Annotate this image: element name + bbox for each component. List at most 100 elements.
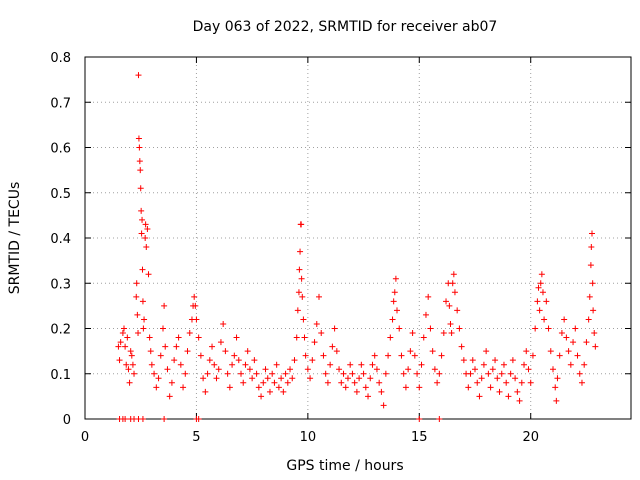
data-point bbox=[282, 370, 289, 377]
data-point bbox=[209, 343, 216, 350]
y-tick-label: 0 bbox=[63, 413, 71, 428]
data-point bbox=[327, 361, 334, 368]
data-point bbox=[244, 348, 251, 355]
data-point bbox=[145, 271, 152, 278]
data-point bbox=[133, 280, 140, 287]
data-point bbox=[299, 293, 306, 300]
data-point bbox=[289, 375, 296, 382]
data-point bbox=[193, 316, 200, 323]
data-point bbox=[139, 298, 146, 305]
data-point bbox=[391, 289, 398, 296]
data-point bbox=[496, 388, 503, 395]
data-point bbox=[123, 361, 130, 368]
data-point bbox=[436, 370, 443, 377]
data-point bbox=[446, 302, 453, 309]
data-point bbox=[242, 361, 249, 368]
data-point bbox=[581, 361, 588, 368]
data-point bbox=[269, 370, 276, 377]
data-point bbox=[121, 325, 127, 332]
data-point bbox=[139, 266, 146, 273]
data-point bbox=[552, 384, 559, 391]
data-point bbox=[296, 266, 303, 273]
data-point bbox=[440, 330, 447, 337]
data-point bbox=[139, 416, 146, 422]
data-point bbox=[416, 416, 423, 422]
data-point bbox=[448, 330, 455, 337]
data-point bbox=[469, 357, 476, 364]
data-point bbox=[454, 307, 461, 314]
data-point bbox=[338, 379, 345, 386]
data-point bbox=[127, 348, 134, 355]
data-point bbox=[262, 366, 269, 373]
data-point bbox=[287, 366, 294, 373]
data-point bbox=[539, 289, 546, 296]
data-point bbox=[191, 293, 198, 300]
y-tick-label: 0.5 bbox=[50, 187, 71, 202]
data-point bbox=[255, 384, 262, 391]
data-point bbox=[200, 375, 207, 382]
data-point bbox=[407, 348, 414, 355]
data-point bbox=[157, 352, 164, 359]
data-point bbox=[438, 352, 445, 359]
data-point bbox=[320, 352, 327, 359]
data-point bbox=[333, 348, 340, 355]
data-point bbox=[126, 379, 133, 386]
data-point bbox=[534, 298, 541, 305]
data-point bbox=[558, 330, 565, 337]
data-point bbox=[202, 388, 209, 395]
data-point bbox=[554, 375, 561, 382]
data-point bbox=[516, 397, 523, 404]
data-point bbox=[140, 325, 147, 332]
data-point bbox=[142, 235, 149, 241]
data-point bbox=[451, 289, 458, 296]
data-point bbox=[409, 330, 416, 337]
data-point bbox=[405, 366, 412, 373]
data-point bbox=[138, 230, 145, 237]
data-point bbox=[311, 339, 318, 346]
data-point bbox=[392, 275, 399, 282]
data-point bbox=[553, 397, 560, 404]
data-point bbox=[472, 366, 478, 373]
data-point bbox=[177, 361, 184, 368]
data-point bbox=[153, 384, 160, 391]
y-tick-label: 0.7 bbox=[50, 96, 71, 111]
data-point bbox=[139, 216, 146, 223]
data-point bbox=[483, 348, 490, 355]
x-tick-label: 0 bbox=[81, 430, 89, 445]
data-point bbox=[449, 280, 456, 287]
data-point bbox=[567, 361, 574, 368]
data-point bbox=[570, 339, 577, 346]
data-point bbox=[161, 416, 168, 422]
data-point bbox=[478, 375, 485, 382]
data-point bbox=[316, 293, 322, 300]
data-point bbox=[389, 316, 396, 323]
data-point bbox=[260, 379, 267, 386]
data-point bbox=[485, 370, 492, 377]
data-point bbox=[246, 366, 253, 373]
data-point bbox=[266, 388, 273, 395]
data-point bbox=[467, 370, 474, 377]
data-point bbox=[302, 352, 309, 359]
data-point bbox=[561, 316, 568, 323]
data-point bbox=[211, 361, 218, 368]
data-point bbox=[347, 361, 354, 368]
y-tick-label: 0.3 bbox=[50, 277, 71, 292]
data-point bbox=[537, 280, 544, 287]
data-point bbox=[148, 361, 155, 368]
data-point bbox=[349, 370, 356, 377]
data-point bbox=[116, 357, 123, 364]
data-point bbox=[532, 325, 539, 332]
data-point bbox=[518, 379, 525, 386]
y-tick-label: 0.2 bbox=[50, 323, 71, 338]
data-point bbox=[523, 348, 530, 355]
data-point bbox=[398, 352, 405, 359]
data-point bbox=[253, 370, 260, 377]
data-point bbox=[456, 325, 463, 332]
data-point bbox=[295, 289, 302, 296]
data-point bbox=[264, 375, 271, 382]
data-point bbox=[503, 379, 510, 386]
data-point bbox=[492, 357, 499, 364]
data-point bbox=[365, 393, 372, 400]
data-point bbox=[589, 280, 596, 287]
